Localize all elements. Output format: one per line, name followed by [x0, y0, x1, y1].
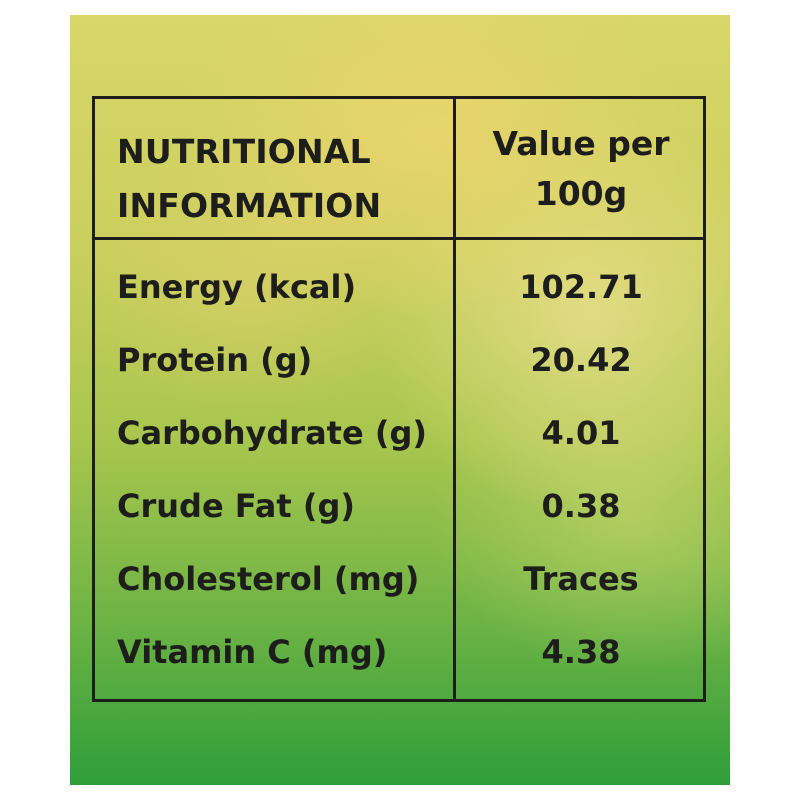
- nutrient-label: Energy (kcal): [117, 268, 357, 306]
- nutrient-label: Vitamin C (mg): [117, 633, 388, 671]
- column-divider: [453, 99, 456, 699]
- nutrient-header-line1: NUTRITIONAL: [117, 132, 371, 171]
- value-column-header: Value per 100g: [456, 119, 706, 219]
- table-row: Energy (kcal) 102.71: [95, 257, 703, 330]
- nutrient-label: Carbohydrate (g): [117, 414, 427, 452]
- value-header-line1: Value per: [492, 124, 670, 163]
- table-row: Carbohydrate (g) 4.01: [95, 403, 703, 476]
- nutrient-label: Cholesterol (mg): [117, 560, 420, 598]
- nutrient-header-line2: INFORMATION: [117, 186, 382, 225]
- nutrient-column-header: NUTRITIONAL INFORMATION: [117, 125, 437, 233]
- header-divider: [95, 237, 703, 240]
- nutrient-value: 0.38: [541, 487, 621, 525]
- nutrient-value: 20.42: [530, 341, 632, 379]
- table-row: Crude Fat (g) 0.38: [95, 476, 703, 549]
- value-header-line2: 100g: [534, 174, 628, 213]
- nutrient-value: 4.38: [541, 633, 621, 671]
- table-row: Protein (g) 20.42: [95, 330, 703, 403]
- table-row: Cholesterol (mg) Traces: [95, 549, 703, 622]
- nutrient-value: 102.71: [519, 268, 643, 306]
- nutrient-value: Traces: [523, 560, 639, 598]
- background-panel: [70, 15, 730, 785]
- nutrient-rows: Energy (kcal) 102.71 Protein (g) 20.42 C…: [95, 257, 703, 695]
- table-row: Vitamin C (mg) 4.38: [95, 622, 703, 695]
- nutrient-value: 4.01: [541, 414, 621, 452]
- nutrient-label: Protein (g): [117, 341, 313, 379]
- nutrient-label: Crude Fat (g): [117, 487, 355, 525]
- nutrition-table: NUTRITIONAL INFORMATION Value per 100g E…: [92, 96, 706, 702]
